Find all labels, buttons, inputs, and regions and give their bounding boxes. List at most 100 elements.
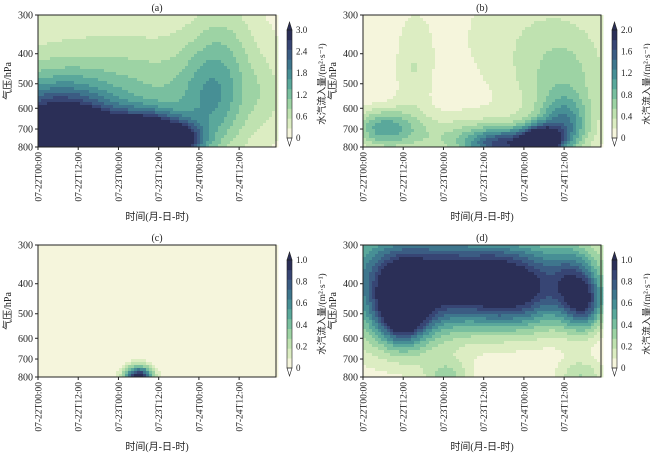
- contour-cell: [450, 105, 454, 109]
- contour-cell: [269, 138, 273, 142]
- contour-cell: [56, 45, 60, 49]
- contour-cell: [254, 57, 258, 61]
- contour-cell: [459, 54, 463, 58]
- contour-cell: [80, 126, 84, 130]
- contour-cell: [170, 126, 174, 130]
- contour-cell: [426, 51, 430, 55]
- contour-cell: [387, 21, 391, 25]
- contour-cell: [447, 99, 451, 103]
- contour-cell: [426, 81, 430, 85]
- contour-cell: [182, 144, 186, 148]
- contour-cell: [212, 54, 216, 58]
- contour-cell: [194, 39, 198, 43]
- contour-cell: [74, 30, 78, 34]
- contour-cell: [206, 105, 210, 109]
- contour-cell: [227, 93, 231, 97]
- contour-cell: [372, 135, 376, 139]
- contour-cell: [233, 48, 237, 52]
- contour-cell: [98, 120, 102, 124]
- contour-cell: [179, 45, 183, 49]
- contour-cell: [453, 93, 457, 97]
- contour-cell: [125, 120, 129, 124]
- contour-cell: [71, 93, 75, 97]
- contour-cell: [182, 123, 186, 127]
- contour-cell: [272, 48, 276, 52]
- contour-cell: [369, 36, 373, 40]
- contour-cell: [209, 120, 213, 124]
- contour-cell: [143, 69, 147, 73]
- contour-cell: [140, 21, 144, 25]
- contour-cell: [47, 33, 51, 37]
- contour-cell: [56, 108, 60, 112]
- contour-cell: [158, 120, 162, 124]
- contour-cell: [218, 27, 222, 31]
- contour-cell: [399, 42, 403, 46]
- contour-cell: [242, 93, 246, 97]
- contour-cell: [98, 129, 102, 133]
- contour-cell: [125, 66, 129, 70]
- contour-cell: [152, 93, 156, 97]
- contour-cell: [447, 39, 451, 43]
- contour-cell: [158, 42, 162, 46]
- contour-cell: [71, 99, 75, 103]
- contour-cell: [435, 69, 439, 73]
- contour-cell: [393, 84, 397, 88]
- contour-cell: [242, 141, 246, 145]
- contour-cell: [68, 99, 72, 103]
- contour-cell: [128, 93, 132, 97]
- contour-cell: [89, 72, 93, 76]
- contour-cell: [417, 75, 421, 79]
- contour-cell: [272, 105, 276, 109]
- contour-cell: [101, 105, 105, 109]
- contour-cell: [411, 60, 415, 64]
- contour-cell: [170, 129, 174, 133]
- contour-cell: [417, 21, 421, 25]
- contour-cell: [164, 81, 168, 85]
- contour-cell: [74, 36, 78, 40]
- contour-cell: [68, 75, 72, 79]
- contour-cell: [254, 105, 258, 109]
- contour-cell: [185, 15, 189, 19]
- contour-cell: [77, 21, 81, 25]
- contour-cell: [426, 93, 430, 97]
- contour-cell: [122, 75, 126, 79]
- contour-cell: [390, 102, 394, 106]
- contour-cell: [275, 99, 279, 103]
- contour-cell: [390, 60, 394, 64]
- contour-cell: [441, 39, 445, 43]
- contour-cell: [59, 102, 63, 106]
- contour-cell: [381, 57, 385, 61]
- contour-cell: [218, 108, 222, 112]
- contour-cell: [245, 105, 249, 109]
- contour-cell: [53, 144, 57, 148]
- contour-cell: [56, 132, 60, 136]
- contour-cell: [396, 123, 400, 127]
- contour-cell: [143, 45, 147, 49]
- panel-title: (a): [151, 3, 162, 14]
- contour-cell: [65, 129, 69, 133]
- contour-cell: [62, 48, 66, 52]
- contour-cell: [417, 114, 421, 118]
- contour-cell: [47, 39, 51, 43]
- contour-cell: [140, 75, 144, 79]
- contour-cell: [53, 102, 57, 106]
- contour-cell: [378, 66, 382, 70]
- contour-cell: [50, 57, 54, 61]
- contour-cell: [65, 105, 69, 109]
- contour-cell: [194, 135, 198, 139]
- contour-cell: [417, 102, 421, 106]
- contour-cell: [378, 144, 382, 148]
- contour-cell: [74, 96, 78, 100]
- contour-cell: [381, 24, 385, 28]
- contour-cell: [146, 81, 150, 85]
- contour-cell: [369, 42, 373, 46]
- contour-cell: [402, 120, 406, 124]
- contour-cell: [80, 66, 84, 70]
- contour-cell: [218, 21, 222, 25]
- contour-cell: [161, 33, 165, 37]
- contour-cell: [122, 69, 126, 73]
- contour-cell: [230, 93, 234, 97]
- contour-cell: [50, 111, 54, 115]
- contour-cell: [173, 27, 177, 31]
- contour-cell: [113, 102, 117, 106]
